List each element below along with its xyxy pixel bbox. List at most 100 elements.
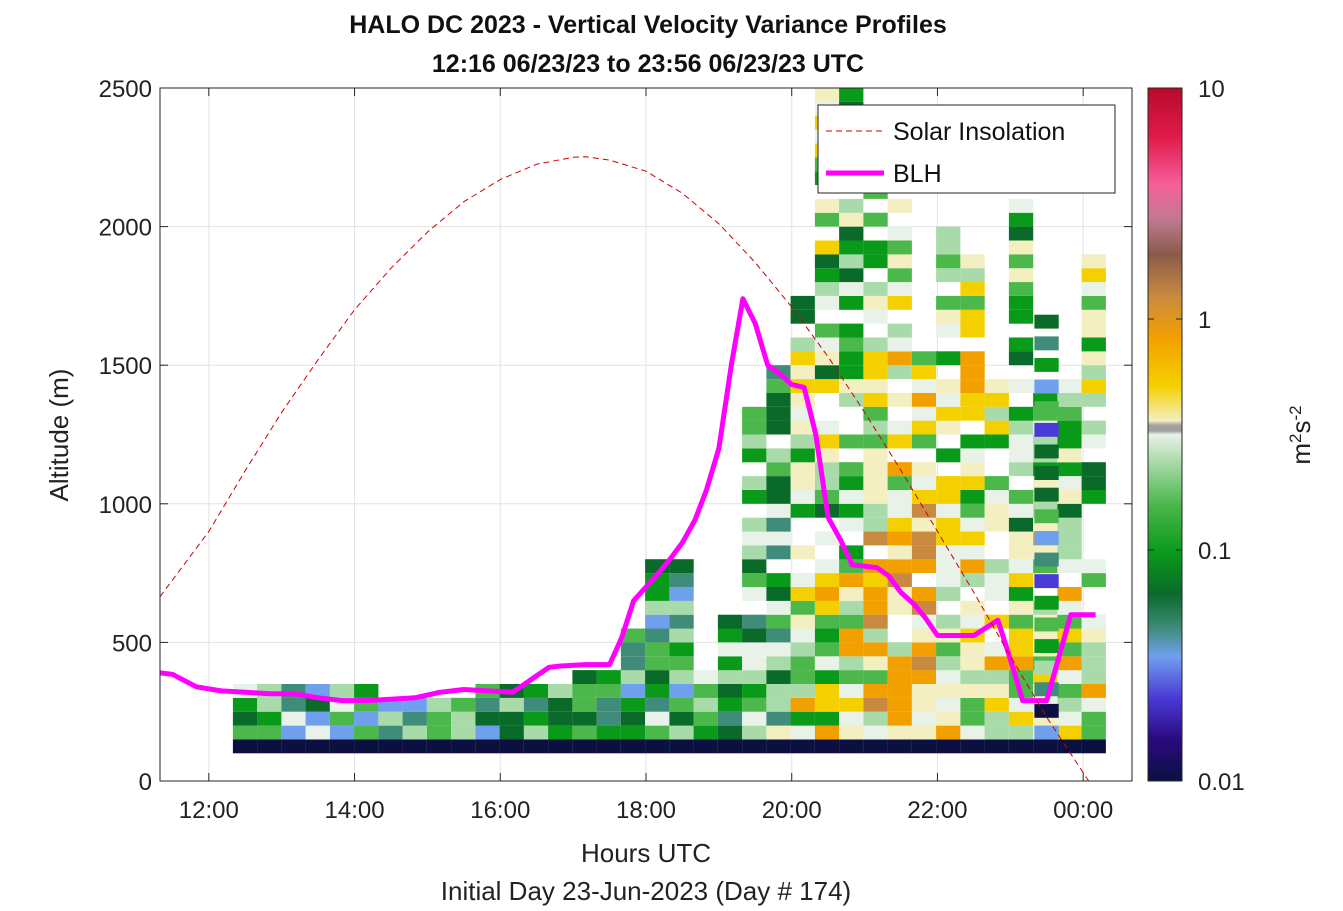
heatmap-cell — [814, 739, 840, 754]
heatmap-cell — [693, 739, 718, 754]
heatmap-cell — [742, 642, 767, 657]
heatmap-cell — [281, 739, 306, 754]
heatmap-cell — [839, 587, 864, 601]
heatmap-cell — [790, 420, 815, 435]
heatmap-cell — [839, 725, 864, 740]
heatmap-cell — [887, 656, 912, 671]
heatmap-cell — [1008, 489, 1034, 504]
heatmap-cell — [887, 434, 912, 449]
heatmap-cell — [911, 711, 937, 726]
heatmap-cell — [766, 697, 791, 712]
heatmap-cell — [1081, 739, 1106, 754]
heatmap-cell — [596, 711, 621, 726]
heatmap-cell — [984, 503, 1009, 518]
heatmap-cell — [257, 697, 282, 712]
heatmap-cell — [1081, 489, 1106, 504]
heatmap-cell — [839, 295, 864, 310]
heatmap-cell — [911, 531, 937, 546]
heatmap-cell — [814, 295, 840, 310]
heatmap-cell — [572, 725, 597, 740]
heatmap-cell — [984, 725, 1009, 740]
heatmap-cell — [936, 531, 961, 546]
heatmap-cell — [911, 697, 937, 712]
heatmap-cell — [984, 476, 1009, 490]
heatmap-cell — [790, 365, 815, 380]
heatmap-cell — [984, 517, 1009, 532]
heatmap-cell — [766, 573, 791, 587]
heatmap-cell — [936, 476, 961, 490]
heatmap-cell — [1081, 697, 1106, 712]
heatmap-cell — [742, 434, 767, 449]
heatmap-cell — [814, 379, 840, 393]
heatmap-cell — [1057, 587, 1082, 601]
heatmap-cell — [936, 739, 961, 754]
heatmap-cell — [863, 656, 888, 671]
heatmap-cell — [1081, 642, 1106, 657]
heatmap-cell — [766, 628, 791, 643]
heatmap-cell — [863, 725, 888, 740]
heatmap-cell — [790, 684, 815, 698]
heatmap-cell — [911, 628, 937, 643]
y-axis-label: Altitude (m) — [44, 369, 74, 502]
heatmap-cell — [863, 587, 888, 601]
chart-title: HALO DC 2023 - Vertical Velocity Varianc… — [349, 11, 947, 39]
heatmap-cell — [1057, 725, 1082, 740]
heatmap-cell — [863, 392, 888, 407]
heatmap-cell — [960, 489, 985, 504]
heatmap-cell — [863, 503, 888, 518]
heatmap-cell — [839, 323, 864, 338]
heatmap-cell — [1081, 392, 1106, 407]
heatmap-cell — [911, 559, 937, 574]
heatmap-cell — [693, 697, 718, 712]
heatmap-cell — [863, 476, 888, 490]
heatmap-cell — [936, 614, 961, 629]
heatmap-cell — [911, 503, 937, 518]
heatmap-cell — [1008, 240, 1034, 255]
heatmap-cell — [911, 587, 937, 601]
heatmap-cell — [523, 697, 549, 712]
heatmap-cell — [887, 503, 912, 518]
heatmap-cell — [887, 517, 912, 532]
tick-layer: 12:00 14:00 16:00 18:00 20:00 22:00 00:00 0 500 1… — [99, 76, 1132, 824]
heatmap-cell — [984, 420, 1009, 435]
heatmap-cell — [839, 240, 864, 255]
heatmap-cell — [1081, 282, 1106, 296]
heatmap-cell — [645, 656, 670, 671]
y-tick-label: 2000 — [99, 215, 152, 242]
heatmap-cell — [960, 309, 985, 324]
legend-label-solar: Solar Insolation — [893, 118, 1065, 146]
heatmap-cell — [936, 684, 961, 698]
heatmap-cell — [717, 656, 743, 671]
heatmap-cell — [1081, 711, 1106, 726]
heatmap-cell — [790, 697, 815, 712]
heatmap-cell — [645, 587, 670, 601]
colorbar-tick-label: 1 — [1198, 307, 1211, 334]
heatmap-cell — [1081, 268, 1106, 283]
heatmap-cell — [1081, 337, 1106, 352]
heatmap-cell — [984, 573, 1009, 587]
heatmap-cell — [305, 739, 330, 754]
heatmap-cell — [887, 365, 912, 380]
heatmap-cell — [766, 489, 791, 504]
heatmap-cell — [766, 642, 791, 657]
heatmap-cell — [887, 531, 912, 546]
heatmap-cell — [984, 379, 1009, 393]
heatmap-cell — [1034, 574, 1059, 589]
heatmap-cell — [329, 739, 355, 754]
heatmap-cell — [863, 295, 888, 310]
heatmap-cell — [766, 503, 791, 518]
heatmap-cell — [863, 406, 888, 421]
heatmap-cell — [911, 406, 937, 421]
x-tick-label: 22:00 — [907, 797, 967, 824]
heatmap-cell — [814, 587, 840, 601]
heatmap-cell — [936, 309, 961, 324]
heatmap-cell — [499, 697, 524, 712]
heatmap-cell — [911, 476, 937, 490]
heatmap-cell — [1034, 552, 1059, 567]
heatmap-cell — [960, 379, 985, 393]
heatmap-cell — [839, 226, 864, 241]
heatmap-cell — [1008, 614, 1034, 629]
heatmap-cell — [790, 545, 815, 560]
heatmap-cell — [790, 600, 815, 615]
